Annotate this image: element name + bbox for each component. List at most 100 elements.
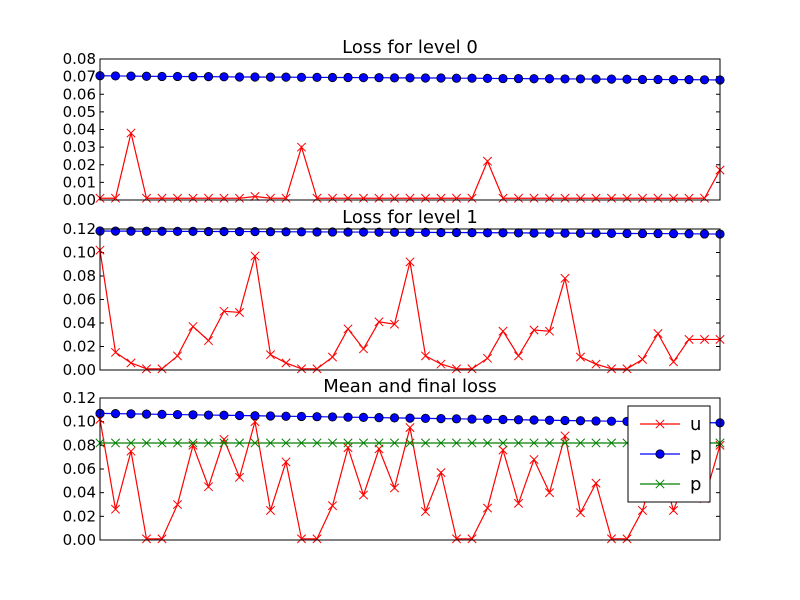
data-point [498,414,508,425]
data-point [482,503,493,513]
data-point [575,438,586,448]
data-point [312,412,322,422]
data-point [436,193,446,203]
data-point [141,226,152,236]
data-point [219,410,229,420]
y-tick-label: 0.03 [63,138,96,156]
data-point [296,534,307,544]
data-point [219,72,229,82]
data-point [157,364,167,374]
data-point [544,488,555,498]
data-point [544,415,555,425]
y-tick-label: 0.08 [63,436,96,454]
data-point [203,72,214,82]
data-point [343,227,353,237]
data-point [389,73,400,83]
data-point [575,352,586,362]
data-point [157,438,167,448]
data-point [389,193,400,203]
data-point [622,534,632,544]
data-point [591,416,601,426]
legend-marker [655,419,665,429]
data-point [312,364,322,374]
data-point [513,351,524,361]
subplot-1: Loss for level 1 0.00 0.02 0.04 0.06 0.08 0.10… [63,207,725,379]
data-point [358,438,369,448]
legend: upp [627,405,711,503]
data-point [622,74,632,84]
data-point [343,412,353,422]
data-point [358,227,369,237]
data-point [172,226,183,236]
data-point [188,321,198,332]
data-point [699,229,710,239]
data-point [234,438,245,448]
data-point [575,228,586,238]
data-point [250,438,260,448]
data-point [389,413,400,423]
data-point [265,411,276,421]
data-point [296,142,307,152]
axes-frame [99,397,721,541]
data-point [436,359,446,369]
data-point [467,414,477,424]
legend-label: u [690,414,701,435]
data-point [312,534,322,544]
data-point [405,423,415,433]
data-point [312,438,322,448]
data-point [606,416,617,426]
data-point [591,193,601,203]
data-point [668,75,679,85]
data-point [436,438,446,448]
data-point [637,193,648,203]
plot-area [100,229,720,370]
data-point [684,334,694,345]
data-point [203,193,214,203]
data-point [219,306,229,316]
data-point [405,257,415,267]
data-point [265,438,276,448]
data-point [219,434,229,444]
data-point [374,73,384,83]
data-point [575,193,586,203]
data-point [405,438,415,448]
data-point [420,507,431,517]
data-point [575,416,586,426]
data-point [668,229,679,239]
data-point [622,364,632,374]
data-point [389,319,400,329]
data-point [141,193,152,203]
data-point [126,446,136,456]
data-point [327,72,338,83]
data-point [591,228,601,238]
data-point [358,73,369,83]
data-point [141,409,152,419]
data-point [622,228,632,239]
data-point [544,193,555,203]
legend-entry-p-2: p [640,474,701,495]
chart-title: Loss for level 1 [342,207,478,228]
data-point [451,193,462,203]
data-point [560,193,570,203]
data-point [591,359,601,369]
y-tick-label: 0.08 [63,50,96,68]
series-p-1 [95,71,725,85]
data-point [172,409,183,420]
data-point [482,156,493,166]
data-point [250,411,260,421]
data-point [343,193,353,203]
data-point [219,193,229,203]
data-point [296,72,307,82]
data-point [172,193,183,203]
data-point [544,74,555,84]
y-tick-label: 0.12 [63,220,96,238]
legend-entry-u-0: u [640,414,701,435]
data-point [296,364,307,374]
subplot-0: Loss for level 0 0.000.010.020.030.040.05… [63,37,725,209]
data-point [436,227,446,238]
data-point [637,505,648,515]
data-point [343,324,353,334]
data-point [544,438,555,448]
data-point [157,534,167,544]
data-point [358,412,369,423]
